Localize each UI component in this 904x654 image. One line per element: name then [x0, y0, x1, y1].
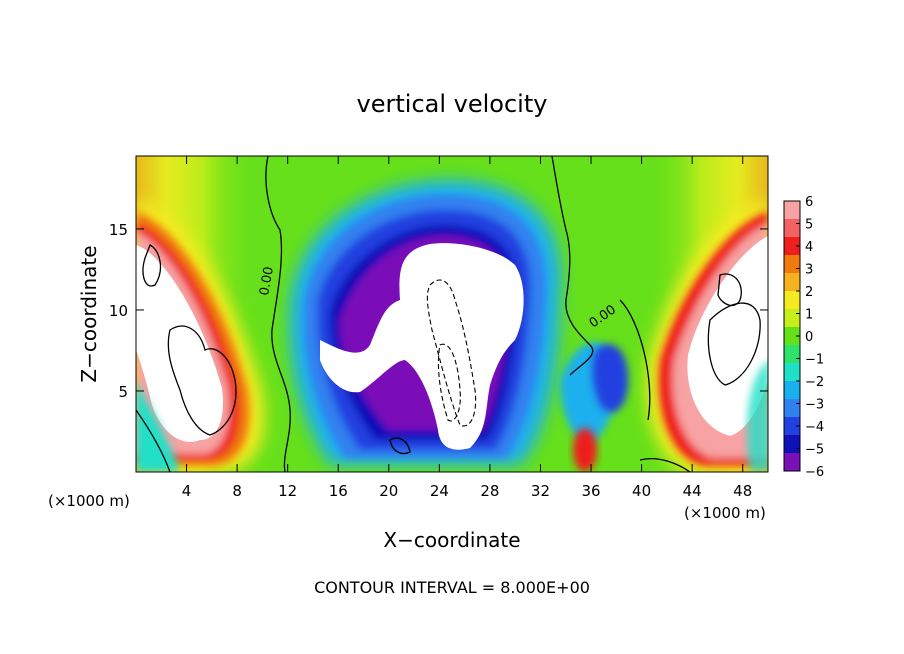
colorbar-tick-label: 4 [805, 240, 813, 255]
colorbar-swatch [784, 363, 800, 382]
x-tick-label: 40 [632, 482, 651, 500]
colorbar-swatch [784, 399, 800, 418]
colorbar-tick-label: −3 [805, 398, 824, 413]
colorbar-tick-label: −1 [805, 353, 824, 368]
chart-title: vertical velocity [357, 90, 548, 118]
colorbar-swatch [784, 309, 800, 328]
x-tick-label: 24 [430, 482, 449, 500]
colorbar-swatch [784, 291, 800, 310]
colorbar-swatch [784, 255, 800, 274]
colorbar-tick-label: 0 [805, 330, 813, 345]
colorbar-tick-label: 2 [805, 285, 813, 300]
colorbar-tick-label: 6 [805, 195, 813, 210]
y-axis: 5 10 15 [109, 221, 768, 401]
x-axis-unit-left: (×1000 m) [48, 492, 130, 510]
colorbar-tick-label: −2 [805, 375, 824, 390]
colorbar-swatch [784, 273, 800, 292]
plot-frame [135, 155, 769, 473]
colorbar-tick-label: 5 [805, 218, 813, 233]
contour-label-left: 0.00 [257, 266, 277, 297]
x-axis-unit-right: (×1000 m) [684, 504, 766, 522]
y-axis-label: Z−coordinate [77, 245, 101, 382]
contour-lines [136, 156, 761, 472]
colorbar-swatch [784, 219, 800, 238]
colorbar-swatch [784, 327, 800, 346]
heatmap-field [136, 156, 768, 472]
y-tick-label: 15 [109, 221, 128, 239]
colorbar-tick-label: 1 [805, 308, 813, 323]
colorbar-swatch [784, 201, 800, 220]
x-tick-label: 28 [480, 482, 499, 500]
x-tick-label: 44 [683, 482, 702, 500]
x-tick-label: 8 [232, 482, 242, 500]
x-tick-label: 36 [581, 482, 600, 500]
dashed-contours [426, 279, 477, 427]
colorbar-swatch [784, 237, 800, 256]
x-tick-label: 48 [733, 482, 752, 500]
x-tick-label: 12 [278, 482, 297, 500]
colorbar-tick-label: −6 [805, 465, 824, 480]
colorbar: 6 5 4 3 2 1 0 −1 −2 −3 −4 −5 −6 [783, 195, 824, 480]
x-tick-label: 16 [329, 482, 348, 500]
colorbar-swatch [784, 417, 800, 436]
x-axis: 4 8 12 16 20 24 28 32 36 40 44 48 [182, 156, 752, 500]
x-tick-label: 32 [531, 482, 550, 500]
x-tick-label: 20 [379, 482, 398, 500]
colorbar-tick-label: 3 [805, 263, 813, 278]
colorbar-swatch [784, 345, 800, 364]
contour-interval-note: CONTOUR INTERVAL = 8.000E+00 [314, 578, 590, 597]
colorbar-swatch [784, 381, 800, 400]
colorbar-tick-label: −5 [805, 443, 824, 458]
colorbar-swatch [784, 435, 800, 454]
x-axis-label: X−coordinate [383, 528, 520, 552]
colorbar-tick-label: −4 [805, 420, 824, 435]
x-tick-label: 4 [182, 482, 192, 500]
y-tick-label: 5 [118, 383, 128, 401]
y-tick-label: 10 [109, 302, 128, 320]
colorbar-swatch [784, 453, 800, 472]
